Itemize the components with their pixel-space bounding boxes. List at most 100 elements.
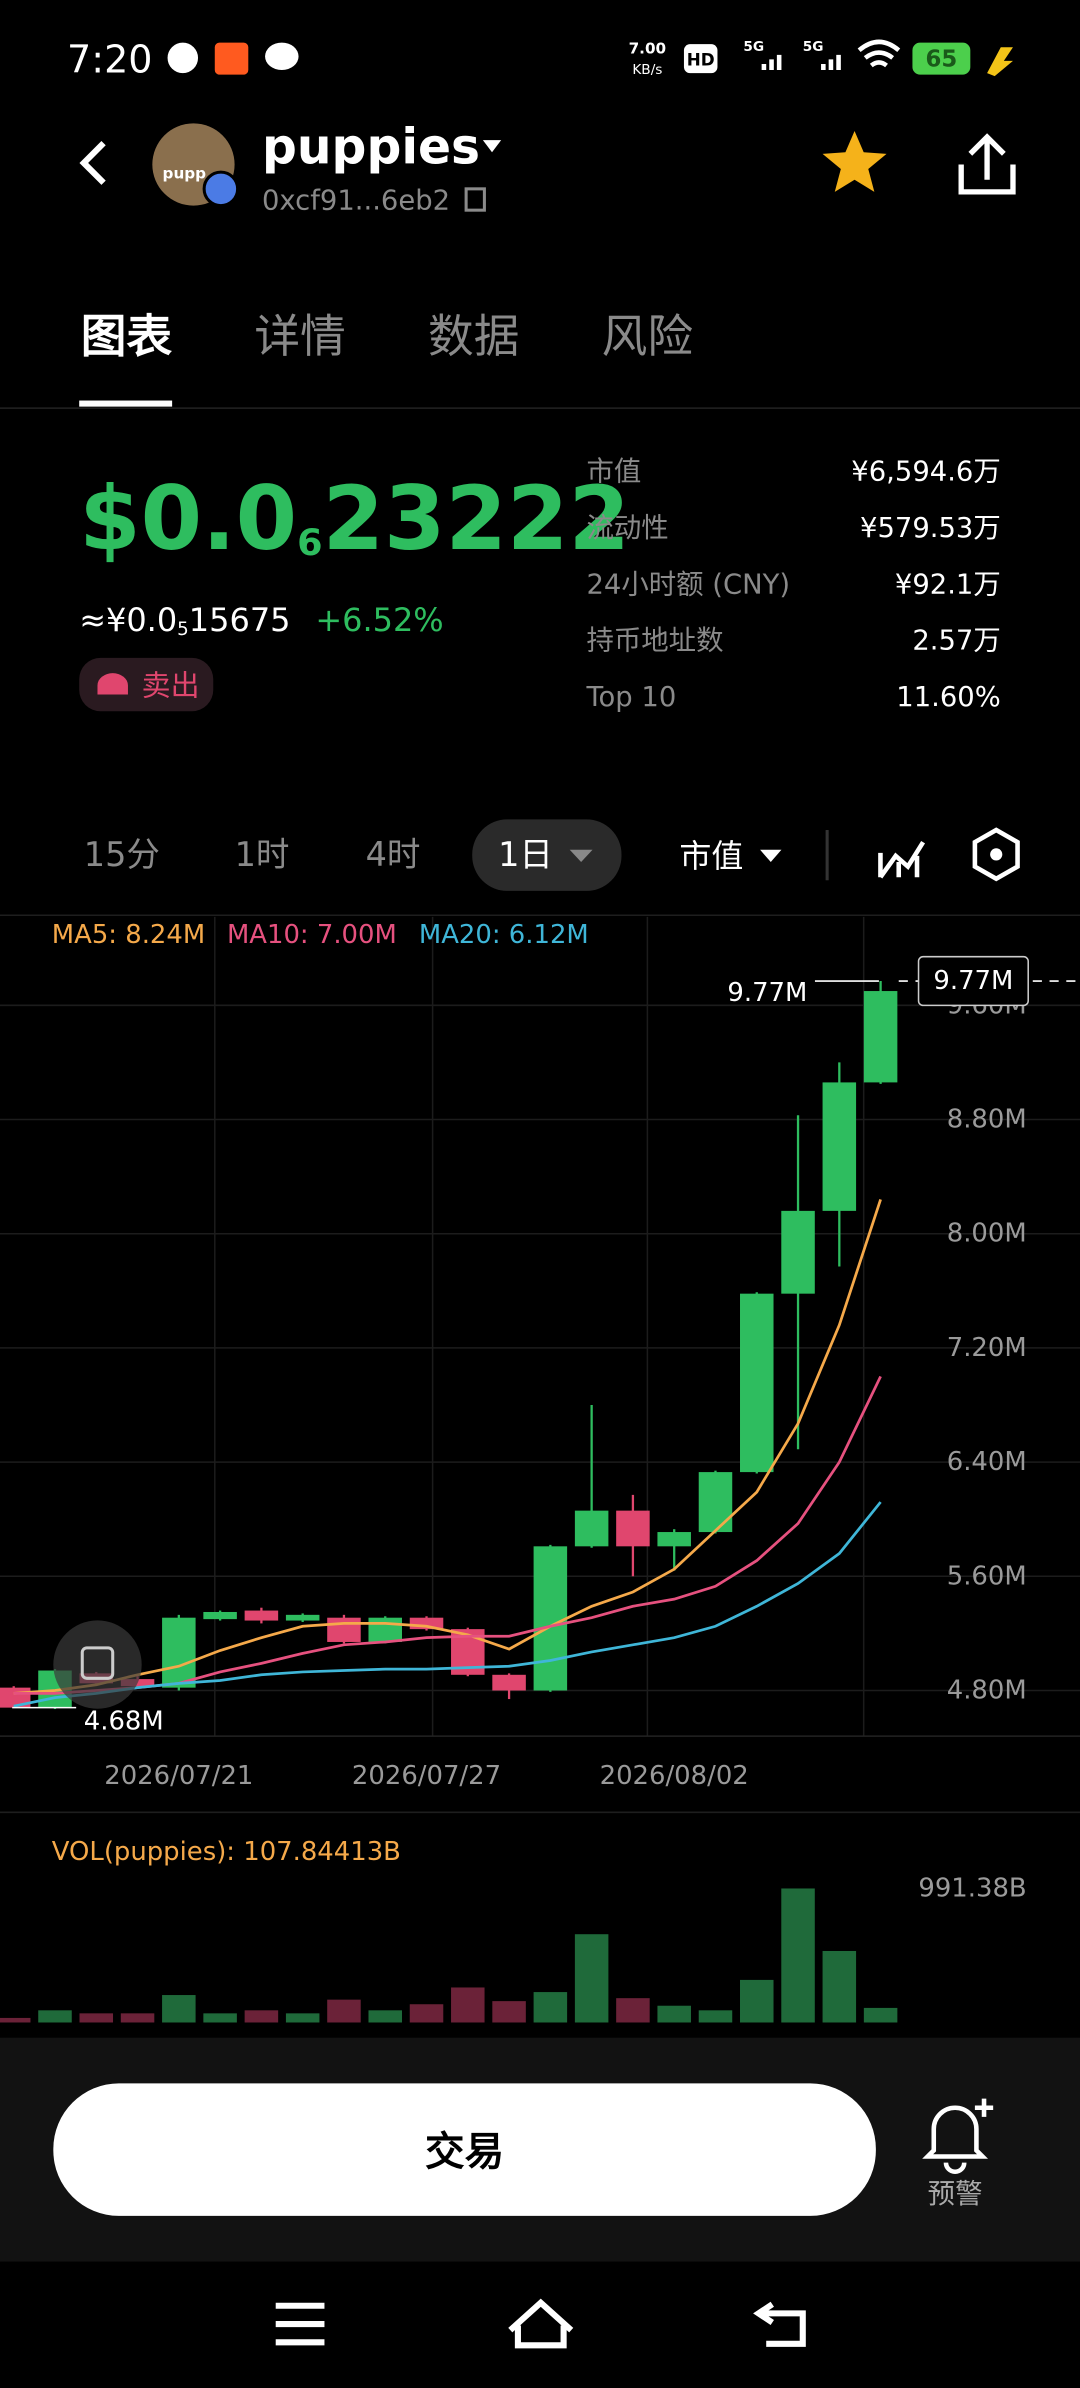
status-icon	[167, 42, 199, 74]
chain-badge	[202, 170, 240, 208]
stat-value: 11.60%	[896, 682, 1001, 713]
volume-bar	[409, 2004, 444, 2023]
back-button[interactable]	[79, 141, 106, 185]
indicator-button[interactable]	[878, 840, 926, 879]
candle-body	[863, 991, 898, 1083]
tab[interactable]: 图表	[81, 310, 173, 363]
net-unit: KB/s	[632, 62, 662, 78]
volume-bar	[451, 1987, 485, 2023]
x-tick-label: 2026/07/21	[104, 1761, 253, 1791]
screenshot-button[interactable]	[53, 1620, 142, 1709]
stat-value: 2.57万	[912, 626, 1000, 657]
stat-label: 市值	[586, 457, 641, 488]
volume-bar	[533, 1992, 568, 2023]
settings-button[interactable]	[972, 827, 1020, 882]
avatar-label: pupp	[163, 165, 207, 183]
candle-body	[409, 1617, 444, 1630]
volume-bar	[822, 1950, 857, 2023]
volume-bar	[79, 2013, 114, 2023]
candle-body	[203, 1611, 237, 1620]
trade-button[interactable]	[53, 2083, 876, 2216]
nav-menu[interactable]	[275, 2302, 325, 2346]
y-tick-label: 5.60M	[947, 1561, 1027, 1591]
y-tick-label: 7.20M	[947, 1333, 1027, 1363]
volume-bar	[740, 1979, 774, 2023]
interval-bar: 15分 1时 4时 1日	[84, 835, 553, 874]
price-cny: ≈¥0.0515675	[79, 601, 290, 640]
favorite-button[interactable]	[822, 130, 887, 192]
tab[interactable]: 风险	[602, 310, 693, 363]
price-cny-zero-count: 5	[177, 618, 189, 639]
interval-option[interactable]: 1日	[498, 835, 553, 874]
volume-bar	[38, 2010, 72, 2023]
interval-option[interactable]: 4时	[366, 835, 421, 874]
nav-back[interactable]	[753, 2301, 806, 2347]
stat-label: Top 10	[585, 682, 676, 713]
candle-body	[781, 1210, 815, 1294]
alert-button[interactable]	[922, 2098, 994, 2175]
stat-value: ¥92.1万	[895, 569, 1001, 600]
alert-label: 预警	[928, 2179, 983, 2210]
volume-bar	[203, 2013, 237, 2023]
tab[interactable]: 详情	[254, 310, 345, 363]
interval-pill[interactable]	[472, 819, 622, 891]
min-label: 4.68M	[84, 1706, 164, 1736]
candle-body	[574, 1510, 609, 1547]
last-price-box	[917, 955, 1029, 1007]
ma-line	[13, 1501, 882, 1708]
interval-option[interactable]: 1时	[235, 835, 290, 874]
y-tick-label: 8.00M	[947, 1219, 1027, 1249]
candle-body	[285, 1614, 320, 1621]
volume-bar	[492, 2001, 526, 2023]
trade-label: 交易	[425, 2129, 504, 2175]
price-cny-digits: 15675	[189, 601, 291, 639]
share-button[interactable]	[958, 133, 1016, 195]
candle-body	[368, 1617, 402, 1642]
metric-selector[interactable]: 市值	[679, 837, 743, 875]
volume-bar	[368, 2010, 402, 2023]
nav-home[interactable]	[508, 2298, 574, 2349]
price-zero-count: 6	[297, 521, 322, 564]
status-icon	[265, 42, 299, 71]
price-prefix: $0.0	[79, 466, 297, 569]
ma-legend: MA10: 7.00M	[227, 920, 397, 950]
token-dropdown[interactable]	[482, 140, 502, 153]
volume-bar	[327, 1999, 361, 2023]
interval-dropdown[interactable]	[569, 849, 593, 862]
price-chart: 4.80M5.60M6.40M7.20M8.00M8.80M9.60M2026/…	[0, 916, 1080, 1791]
candle-body	[492, 1674, 526, 1691]
volume-bar	[120, 2013, 155, 2023]
price: $0.0623222	[79, 466, 630, 569]
token-name[interactable]: puppies	[262, 120, 480, 176]
x-tick-label: 2026/08/02	[600, 1761, 749, 1791]
copy-button[interactable]	[464, 187, 486, 212]
tab[interactable]: 数据	[428, 310, 519, 363]
candle-body	[740, 1293, 774, 1473]
price-change: +6.52%	[315, 601, 443, 639]
volume-bar	[863, 2007, 898, 2023]
battery	[912, 42, 971, 75]
interval-option[interactable]: 15分	[84, 835, 160, 874]
candle-body	[616, 1510, 650, 1547]
volume-tick-label: 991.38B	[918, 1873, 1026, 1903]
candle-body	[162, 1617, 196, 1688]
volume-bar	[0, 2017, 31, 2023]
token-address: 0xcf91...6eb2	[262, 186, 450, 217]
signal-icon	[761, 54, 841, 71]
charging-icon	[987, 47, 1013, 77]
max-label: 9.77M	[727, 978, 807, 1008]
stat-value: ¥6,594.6万	[851, 457, 1000, 488]
sim-label: 5G	[743, 39, 764, 55]
volume-bar	[616, 1998, 650, 2023]
metric-dropdown[interactable]	[760, 849, 782, 862]
y-tick-label: 8.80M	[947, 1105, 1027, 1135]
volume-bar	[657, 2005, 691, 2023]
screenshot-icon	[80, 1646, 115, 1680]
tab-bar: 图表 详情 数据 风险	[81, 310, 693, 363]
candle-body	[698, 1472, 733, 1533]
volume-bar	[244, 2010, 279, 2023]
